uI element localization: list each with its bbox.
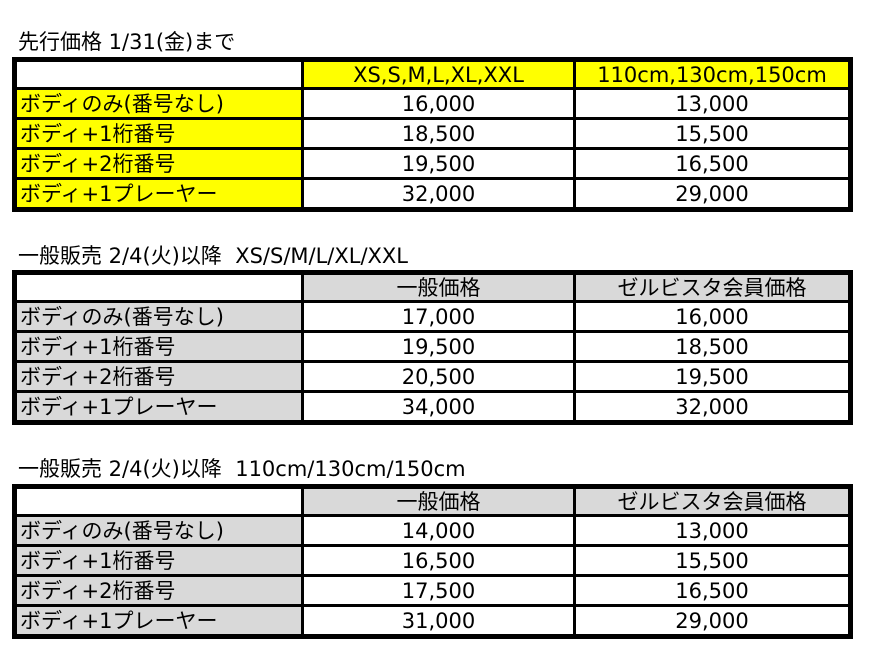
table-row: ボディ+1桁番号 16,500 15,500 [13,544,852,577]
price-cell: 17,000 [301,300,576,333]
row-label: ボディ+2桁番号 [13,147,304,180]
row-label: ボディ+1桁番号 [13,330,304,363]
row-label: ボディのみ(番号なし) [13,87,304,120]
price-cell: 19,500 [301,147,576,180]
price-cell: 32,000 [573,390,852,424]
table-row: ボディ+1桁番号 18,500 15,500 [13,117,852,150]
column-header: XS,S,M,L,XL,XXL [301,58,576,90]
column-header: ゼルビスタ会員価格 [573,271,852,303]
column-header [13,271,304,303]
row-label: ボディ+2桁番号 [13,360,304,393]
row-label: ボディ+1桁番号 [13,117,304,150]
row-label: ボディ+1プレーヤー [13,604,304,638]
row-label: ボディのみ(番号なし) [13,300,304,333]
column-header: ゼルビスタ会員価格 [573,485,852,517]
table-row: ボディ+1プレーヤー 32,000 29,000 [13,177,852,211]
column-header [13,58,304,90]
table-row: ボディ+1桁番号 19,500 18,500 [13,330,852,363]
row-label: ボディ+1桁番号 [13,544,304,577]
table-row: ボディのみ(番号なし) 14,000 13,000 [13,514,852,547]
header-row: 一般価格 ゼルビスタ会員価格 [13,485,852,517]
price-table: 一般価格 ゼルビスタ会員価格 ボディのみ(番号なし) 14,000 13,000 ボディ+… [12,484,853,639]
column-header: 一般価格 [301,485,576,517]
row-label: ボディ+1プレーヤー [13,177,304,211]
price-cell: 16,000 [573,300,852,333]
table-row: ボディ+1プレーヤー 31,000 29,000 [13,604,852,638]
table-row: ボディ+2桁番号 20,500 19,500 [13,360,852,393]
column-header: 一般価格 [301,271,576,303]
header-row: 一般価格 ゼルビスタ会員価格 [13,271,852,303]
price-cell: 13,000 [573,87,852,120]
price-cell: 16,500 [573,147,852,180]
table-row: ボディ+2桁番号 17,500 16,500 [13,574,852,607]
row-label: ボディ+1プレーヤー [13,390,304,424]
row-label: ボディのみ(番号なし) [13,514,304,547]
price-cell: 15,500 [573,117,852,150]
price-cell: 20,500 [301,360,576,393]
price-cell: 16,500 [301,544,576,577]
price-cell: 15,500 [573,544,852,577]
price-cell: 14,000 [301,514,576,547]
table-title: 一般販売 2/4(火)以降 110cm/130cm/150cm [18,457,466,481]
price-cell: 31,000 [301,604,576,638]
price-cell: 32,000 [301,177,576,211]
table-title: 一般販売 2/4(火)以降 XS/S/M/L/XL/XXL [18,244,409,268]
price-table: 一般価格 ゼルビスタ会員価格 ボディのみ(番号なし) 17,000 16,000 ボディ+… [12,270,853,425]
price-cell: 29,000 [573,604,852,638]
table-row: ボディのみ(番号なし) 17,000 16,000 [13,300,852,333]
price-cell: 16,500 [573,574,852,607]
price-cell: 34,000 [301,390,576,424]
table-row: ボディ+1プレーヤー 34,000 32,000 [13,390,852,424]
price-cell: 17,500 [301,574,576,607]
price-cell: 18,500 [573,330,852,363]
price-cell: 16,000 [301,87,576,120]
price-cell: 13,000 [573,514,852,547]
price-cell: 29,000 [573,177,852,211]
price-cell: 19,500 [301,330,576,363]
table-title: 先行価格 1/31(金)まで [18,30,236,54]
table-row: ボディ+2桁番号 19,500 16,500 [13,147,852,180]
column-header [13,485,304,517]
price-cell: 18,500 [301,117,576,150]
column-header: 110cm,130cm,150cm [573,58,852,90]
row-label: ボディ+2桁番号 [13,574,304,607]
price-table: XS,S,M,L,XL,XXL 110cm,130cm,150cm ボディのみ(番号… [12,57,853,212]
header-row: XS,S,M,L,XL,XXL 110cm,130cm,150cm [13,58,852,90]
price-cell: 19,500 [573,360,852,393]
table-row: ボディのみ(番号なし) 16,000 13,000 [13,87,852,120]
